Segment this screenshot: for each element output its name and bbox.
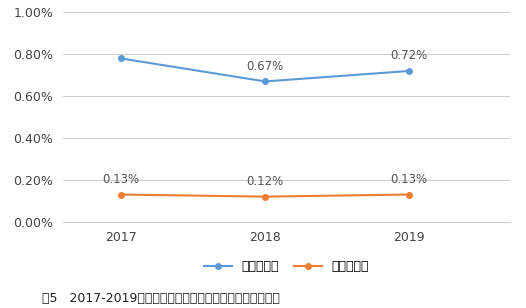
主动管理类 (262, 79, 268, 83)
Text: 0.67%: 0.67% (246, 60, 284, 73)
主动管理类 (406, 69, 412, 73)
Line: 被动管理类: 被动管理类 (118, 192, 412, 199)
被动管理类 (262, 195, 268, 198)
Text: 0.13%: 0.13% (102, 173, 139, 186)
Text: 0.72%: 0.72% (391, 49, 428, 62)
主动管理类 (118, 57, 124, 60)
Text: 0.13%: 0.13% (391, 173, 428, 186)
Legend: 主动管理类, 被动管理类: 主动管理类, 被动管理类 (199, 255, 374, 278)
Text: 图5   2017-2019年信托公司已清算项目加权报酬率变化情况: 图5 2017-2019年信托公司已清算项目加权报酬率变化情况 (42, 292, 280, 305)
被动管理类 (118, 193, 124, 197)
被动管理类 (406, 193, 412, 197)
Text: 0.12%: 0.12% (246, 175, 284, 188)
Line: 主动管理类: 主动管理类 (118, 56, 412, 84)
